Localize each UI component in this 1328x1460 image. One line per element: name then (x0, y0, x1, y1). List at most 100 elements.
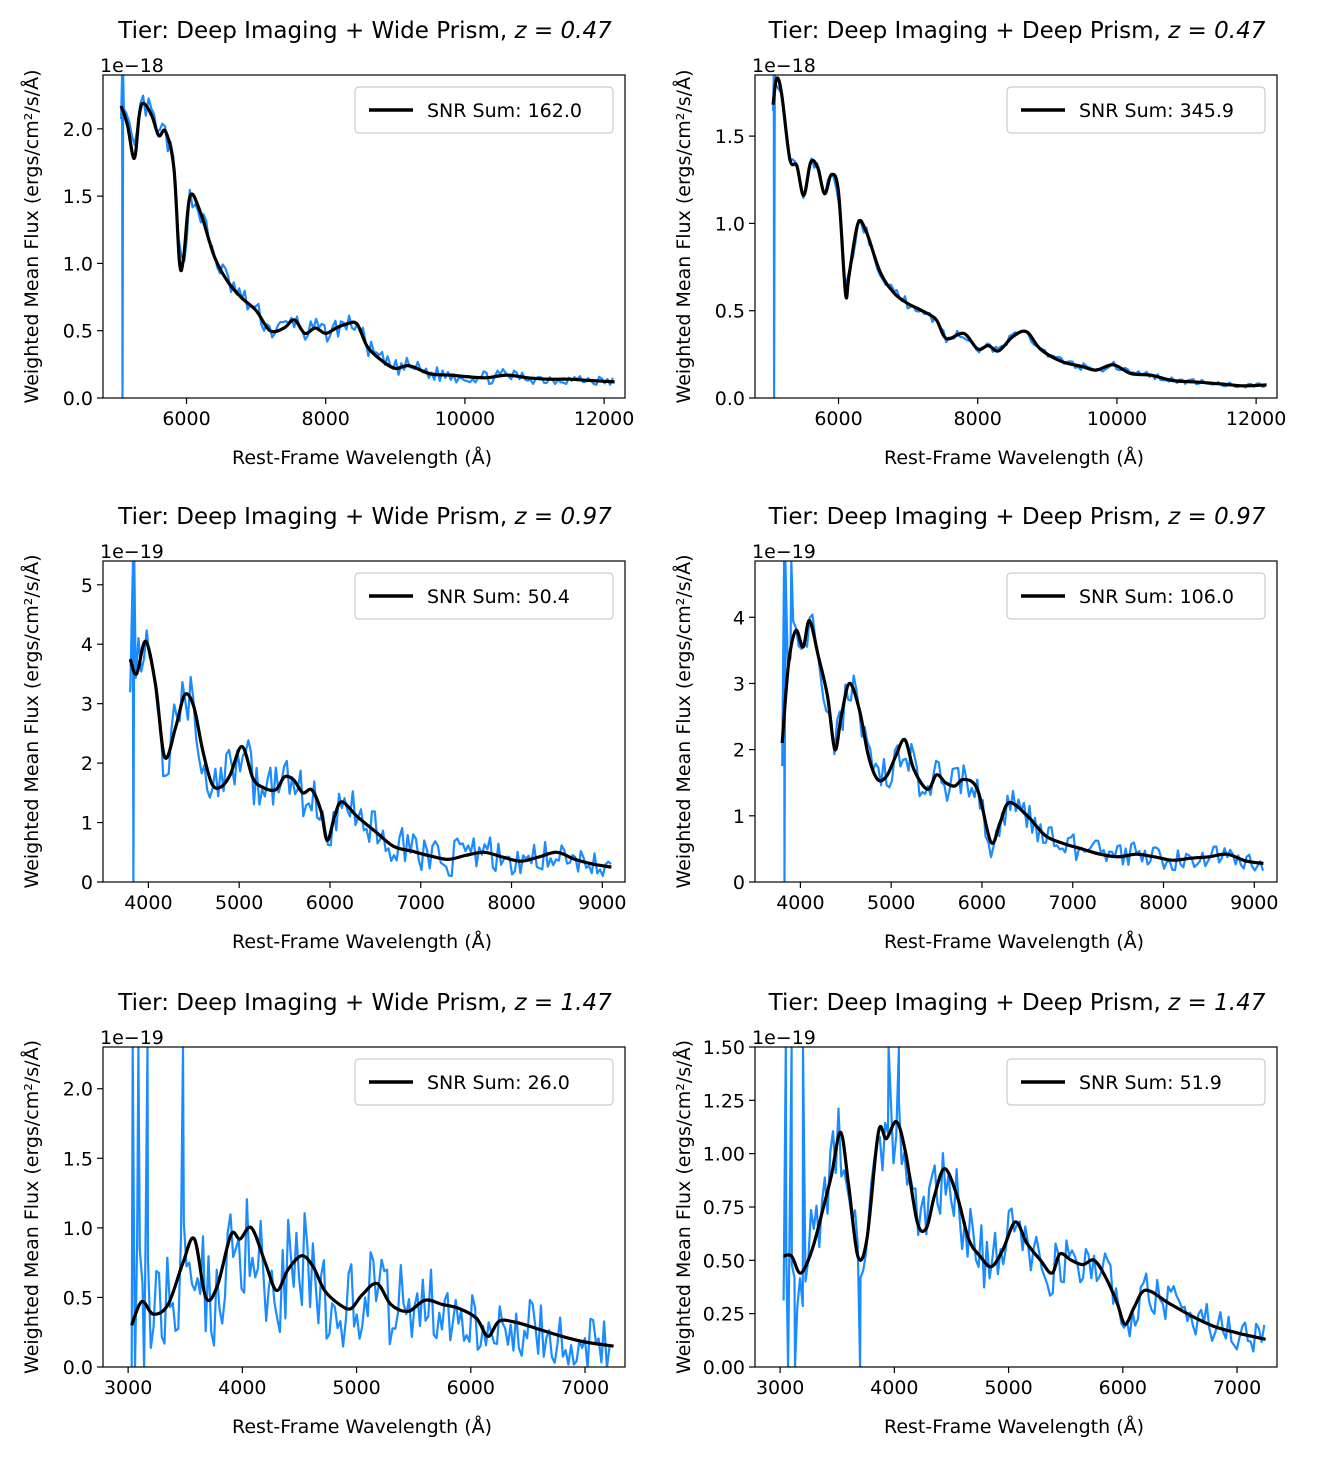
y-tick-label: 5 (81, 575, 93, 597)
x-axis-label: Rest-Frame Wavelength (Å) (884, 930, 1144, 953)
y-tick-label: 0.75 (703, 1197, 745, 1219)
x-tick-label: 7000 (561, 1377, 609, 1399)
offset-text: 1e−19 (100, 541, 164, 563)
chart-title-tier: Tier: Deep Imaging + Deep Prism, (768, 990, 1169, 1016)
panel-4: 4000 5000 6000 7000 8000 9000 0 1 2 3 4 1e−19 Tier: … (672, 504, 1278, 953)
x-tick-label: 8000 (487, 892, 535, 914)
y-tick-label: 4 (81, 634, 93, 656)
y-tick-label: 1.5 (63, 1148, 93, 1170)
x-axis-label: Rest-Frame Wavelength (Å) (884, 1415, 1144, 1438)
chart-title: Tier: Deep Imaging + Deep Prism, z = 0.9… (768, 504, 1266, 530)
y-tick-label: 0.5 (63, 1287, 93, 1309)
x-axis-label: Rest-Frame Wavelength (Å) (232, 1415, 492, 1438)
chart-title-redshift: z = 1.47 (514, 990, 613, 1016)
x-tick-label: 6000 (306, 892, 354, 914)
y-tick-label: 0.5 (715, 301, 745, 323)
figure: 6000 8000 10000 12000 0.0 0.5 1.0 1.5 2.0 1e−18 Ti… (0, 0, 1328, 1460)
legend-label: SNR Sum: 26.0 (427, 1072, 570, 1094)
x-tick-label: 9000 (578, 892, 626, 914)
x-tick-label: 6000 (1099, 1377, 1147, 1399)
x-tick-label: 7000 (1213, 1377, 1261, 1399)
chart-title-redshift: z = 0.97 (514, 504, 613, 530)
chart-title: Tier: Deep Imaging + Deep Prism, z = 1.4… (768, 990, 1266, 1016)
x-tick-label: 4000 (218, 1377, 266, 1399)
x-axis-label: Rest-Frame Wavelength (Å) (232, 930, 492, 953)
offset-text: 1e−18 (752, 55, 816, 77)
y-tick-label: 0.5 (63, 321, 93, 343)
y-tick-label: 2.0 (63, 119, 93, 141)
chart-title-tier: Tier: Deep Imaging + Deep Prism, (768, 504, 1169, 530)
chart-title-tier: Tier: Deep Imaging + Wide Prism, (117, 990, 514, 1016)
chart-title-tier: Tier: Deep Imaging + Deep Prism, (768, 18, 1169, 44)
y-tick-label: 0 (81, 872, 93, 894)
chart-title-redshift: z = 0.97 (1167, 504, 1266, 530)
x-tick-label: 8000 (302, 408, 350, 430)
y-tick-label: 1.0 (63, 1218, 93, 1240)
panel-5: 3000 4000 5000 6000 70000.00.51.01.52.01e−19… (20, 990, 625, 1438)
chart-title-redshift: z = 0.47 (514, 18, 613, 44)
y-axis-label: Weighted Mean Flux (ergs/cm²/s/Å) (20, 555, 43, 889)
chart-title-redshift: z = 1.47 (1167, 990, 1266, 1016)
y-tick-label: 2 (81, 753, 93, 775)
legend-label: SNR Sum: 50.4 (427, 586, 570, 608)
legend-label: SNR Sum: 106.0 (1079, 586, 1234, 608)
y-axis-label: Weighted Mean Flux (ergs/cm²/s/Å) (672, 555, 695, 889)
x-tick-label: 4000 (124, 892, 172, 914)
x-tick-label: 6000 (958, 892, 1006, 914)
x-tick-label: 3000 (756, 1377, 804, 1399)
y-axis-label: Weighted Mean Flux (ergs/cm²/s/Å) (672, 1040, 695, 1374)
panel-1: 6000 8000 10000 12000 0.0 0.5 1.0 1.5 2.0 1e−18 Ti… (20, 18, 634, 469)
x-tick-label: 10000 (1087, 408, 1147, 430)
smoothed-spectrum-line (121, 103, 614, 382)
x-tick-label: 5000 (867, 892, 915, 914)
y-tick-label: 4 (733, 607, 745, 629)
legend-label: SNR Sum: 162.0 (427, 100, 582, 122)
panel-6: 3000 4000 5000 6000 7000 0.00 0.25 0.50 0.75 1.00… (672, 990, 1277, 1438)
x-tick-label: 7000 (397, 892, 445, 914)
y-tick-label: 0.00 (703, 1357, 745, 1379)
y-tick-label: 1.0 (715, 213, 745, 235)
y-tick-label: 1.0 (63, 253, 93, 275)
x-tick-label: 4000 (870, 1377, 918, 1399)
x-tick-label: 10000 (435, 408, 495, 430)
x-axis-label: Rest-Frame Wavelength (Å) (884, 446, 1144, 469)
chart-title-tier: Tier: Deep Imaging + Wide Prism, (117, 504, 514, 530)
y-tick-label: 2 (733, 740, 745, 762)
x-tick-label: 5000 (984, 1377, 1032, 1399)
y-tick-label: 0.0 (63, 1357, 93, 1379)
y-tick-label: 0 (733, 872, 745, 894)
x-tick-label: 12000 (1226, 408, 1286, 430)
y-tick-label: 1.25 (703, 1090, 745, 1112)
y-tick-label: 2.0 (63, 1079, 93, 1101)
panel-2: 6000 8000 10000 12000 0.0 0.5 1.0 1.5 1e−18 Tier:… (672, 18, 1286, 469)
y-tick-label: 0.25 (703, 1304, 745, 1326)
y-tick-label: 1.5 (63, 186, 93, 208)
y-tick-label: 1.5 (715, 126, 745, 148)
y-axis-label: Weighted Mean Flux (ergs/cm²/s/Å) (672, 70, 695, 404)
x-tick-label: 6000 (162, 408, 210, 430)
y-tick-label: 1.00 (703, 1144, 745, 1166)
y-tick-label: 1 (81, 813, 93, 835)
y-tick-label: 1 (733, 806, 745, 828)
y-axis-label: Weighted Mean Flux (ergs/cm²/s/Å) (20, 70, 43, 404)
x-tick-label: 6000 (814, 408, 862, 430)
y-tick-label: 3 (733, 673, 745, 695)
chart-title-tier: Tier: Deep Imaging + Wide Prism, (117, 18, 514, 44)
panel-3: 4000 5000 6000 7000 8000 90000123451e−19Tier:… (20, 504, 626, 953)
chart-title-redshift: z = 0.47 (1167, 18, 1266, 44)
x-tick-label: 8000 (1139, 892, 1187, 914)
x-axis-label: Rest-Frame Wavelength (Å) (232, 446, 492, 469)
chart-title: Tier: Deep Imaging + Wide Prism, z = 0.9… (117, 504, 612, 530)
x-tick-label: 8000 (954, 408, 1002, 430)
offset-text: 1e−18 (100, 55, 164, 77)
chart-title: Tier: Deep Imaging + Wide Prism, z = 0.4… (117, 18, 612, 44)
x-tick-label: 5000 (215, 892, 263, 914)
x-tick-label: 9000 (1230, 892, 1278, 914)
chart-title: Tier: Deep Imaging + Wide Prism, z = 1.4… (117, 990, 612, 1016)
offset-text: 1e−19 (752, 1027, 816, 1049)
smoothed-spectrum-line (782, 621, 1263, 864)
x-tick-label: 7000 (1049, 892, 1097, 914)
x-tick-label: 12000 (574, 408, 634, 430)
x-tick-label: 3000 (104, 1377, 152, 1399)
offset-text: 1e−19 (100, 1027, 164, 1049)
